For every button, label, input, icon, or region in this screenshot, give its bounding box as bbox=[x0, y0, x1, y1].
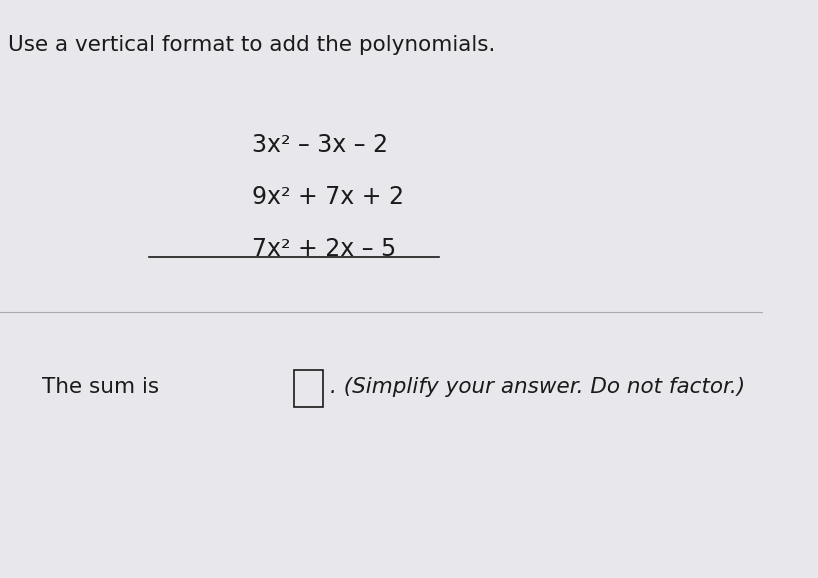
Text: . (Simplify your answer. Do not factor.): . (Simplify your answer. Do not factor.) bbox=[330, 377, 744, 397]
Text: Use a vertical format to add the polynomials.: Use a vertical format to add the polynom… bbox=[7, 35, 495, 55]
Text: 3x² – 3x – 2: 3x² – 3x – 2 bbox=[252, 133, 388, 157]
Text: The sum is: The sum is bbox=[42, 377, 159, 397]
Text: 7x² + 2x – 5: 7x² + 2x – 5 bbox=[252, 237, 396, 261]
Text: 9x² + 7x + 2: 9x² + 7x + 2 bbox=[252, 185, 404, 209]
FancyBboxPatch shape bbox=[294, 370, 323, 407]
